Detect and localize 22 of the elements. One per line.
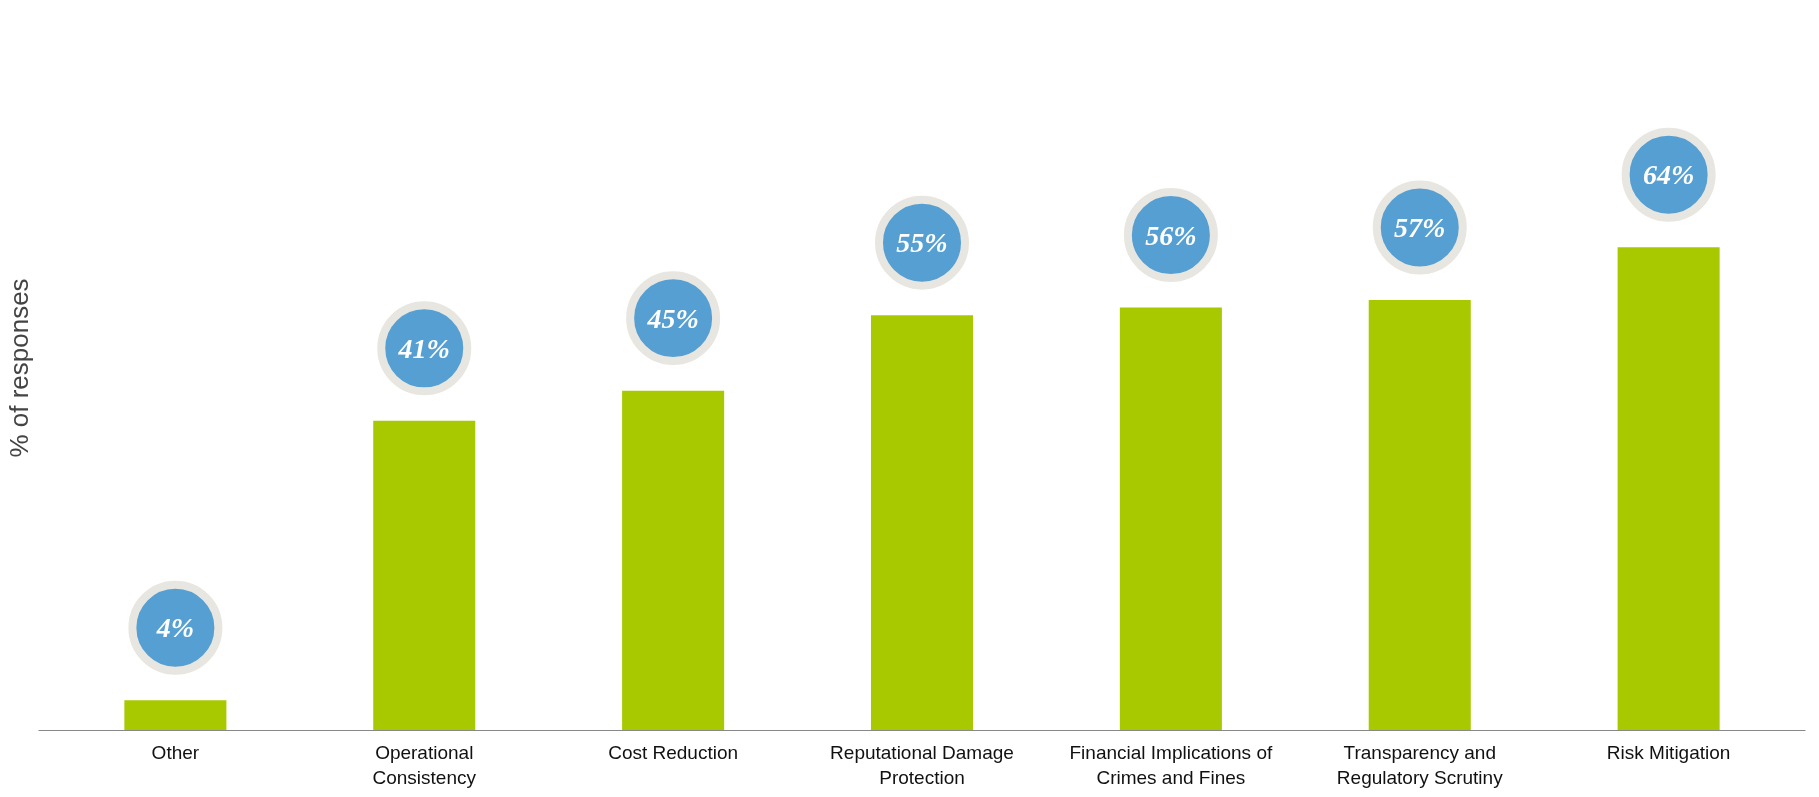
bar: [1119, 307, 1222, 731]
bar: [1617, 247, 1720, 731]
x-tick-label: Risk Mitigation: [1606, 741, 1731, 763]
y-axis-title: % of responses: [3, 278, 34, 458]
bar: [870, 315, 974, 731]
x-tick-label: Operational Consistency: [372, 741, 477, 788]
data-label: 4%: [155, 612, 195, 644]
bar: [622, 390, 725, 731]
bar: [1368, 300, 1471, 731]
bar: [124, 700, 227, 731]
x-tick-label: Other: [151, 741, 200, 763]
data-label: 55%: [896, 227, 948, 259]
x-tick-label: Reputational Damage Protection: [830, 741, 1014, 788]
x-tick-label: Transparency and Regulatory Scrutiny: [1336, 741, 1504, 788]
data-label: 56%: [1145, 219, 1197, 251]
x-tick-label: Financial Implications of Crimes and Fines: [1069, 741, 1273, 788]
bar: [373, 420, 476, 731]
x-tick-label: Cost Reduction: [608, 741, 739, 763]
data-label: 45%: [646, 302, 699, 334]
data-label: 64%: [1642, 159, 1695, 191]
data-label: 57%: [1394, 212, 1446, 244]
data-label: 41%: [397, 332, 450, 364]
